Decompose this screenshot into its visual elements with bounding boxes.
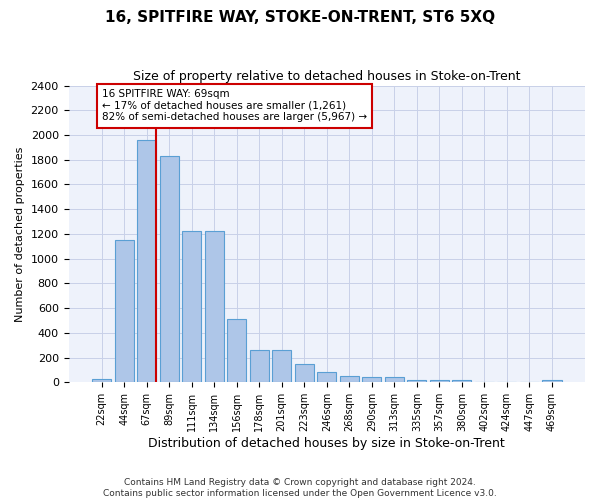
- Bar: [227, 320, 246, 382]
- Text: 16, SPITFIRE WAY, STOKE-ON-TRENT, ST6 5XQ: 16, SPITFIRE WAY, STOKE-ON-TRENT, ST6 5X…: [105, 10, 495, 25]
- Bar: [250, 350, 269, 382]
- Text: 16 SPITFIRE WAY: 69sqm
← 17% of detached houses are smaller (1,261)
82% of semi-: 16 SPITFIRE WAY: 69sqm ← 17% of detached…: [102, 90, 367, 122]
- Y-axis label: Number of detached properties: Number of detached properties: [15, 146, 25, 322]
- Bar: [385, 377, 404, 382]
- Bar: [407, 380, 427, 382]
- Bar: [430, 380, 449, 382]
- Bar: [295, 364, 314, 382]
- Bar: [160, 156, 179, 382]
- Bar: [340, 376, 359, 382]
- Bar: [182, 232, 201, 382]
- Text: Contains HM Land Registry data © Crown copyright and database right 2024.
Contai: Contains HM Land Registry data © Crown c…: [103, 478, 497, 498]
- Bar: [317, 372, 337, 382]
- Bar: [205, 232, 224, 382]
- X-axis label: Distribution of detached houses by size in Stoke-on-Trent: Distribution of detached houses by size …: [148, 437, 505, 450]
- Bar: [272, 350, 291, 382]
- Bar: [452, 380, 472, 382]
- Bar: [115, 240, 134, 382]
- Title: Size of property relative to detached houses in Stoke-on-Trent: Size of property relative to detached ho…: [133, 70, 521, 83]
- Bar: [542, 380, 562, 382]
- Bar: [92, 378, 111, 382]
- Bar: [362, 377, 382, 382]
- Bar: [137, 140, 156, 382]
